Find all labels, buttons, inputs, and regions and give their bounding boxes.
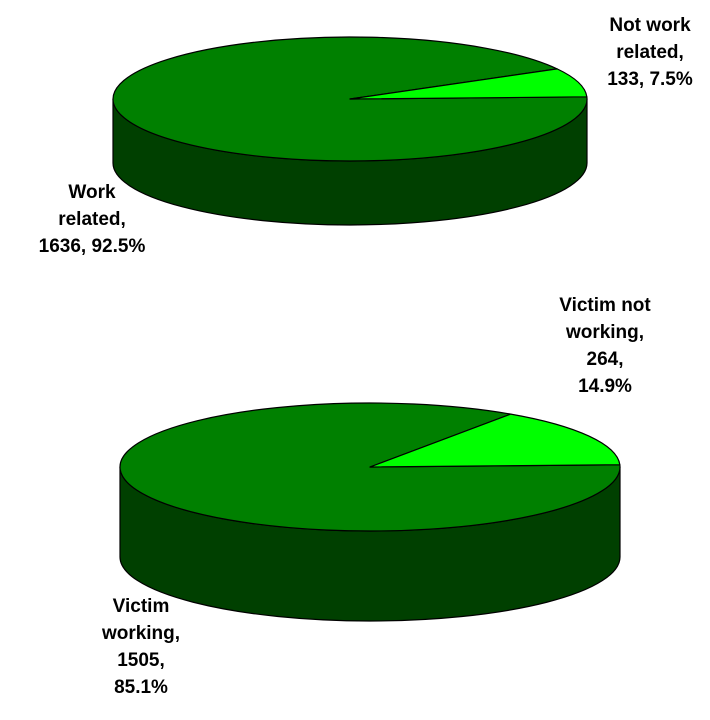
pie-1-slice-2-label: Not work related, 133, 7.5%: [607, 15, 693, 90]
pie-2-slice-2-label-line: 264,: [587, 349, 624, 370]
pie-2-slice-1-label-line: Victim: [113, 596, 170, 617]
pie-2-slice-2-label-line: 14.9%: [578, 376, 632, 397]
pie-chart-2: Victim working, 1505, 85.1% Victim not workin…: [101, 295, 651, 698]
pie-chart-1: Work related, 1636, 92.5% Not work related, 1…: [39, 15, 693, 257]
pie-1-slice-1-label-line: related,: [58, 209, 126, 230]
pie-2-slice-1-label-line: working,: [101, 623, 180, 644]
pie-2-slice-2-label: Victim not working, 264, 14.9%: [559, 295, 651, 397]
pie-1-slice-1-label-line: 1636, 92.5%: [39, 236, 146, 257]
pie-1-slice-2-label-line: 133, 7.5%: [607, 69, 693, 90]
pie-1-slice-1-label-line: Work: [68, 182, 116, 203]
pie-2-slice-2: [369, 413, 621, 468]
pie-2-slice-2-label-line: Victim not: [559, 295, 651, 316]
pie-2-slice-2-label-line: working,: [565, 322, 644, 343]
pie-2-slice-1-label-line: 85.1%: [114, 677, 168, 698]
pie-1-slice-2-label-line: Not work: [609, 15, 691, 36]
pie-1-slice-2: [349, 68, 588, 100]
pie-1-slice-1-label: Work related, 1636, 92.5%: [39, 182, 146, 257]
pie-2-slice-1-label: Victim working, 1505, 85.1%: [101, 596, 180, 698]
pie-1-slice-2-label-line: related,: [616, 42, 684, 63]
pie-2-slice-1-label-line: 1505,: [117, 650, 165, 671]
